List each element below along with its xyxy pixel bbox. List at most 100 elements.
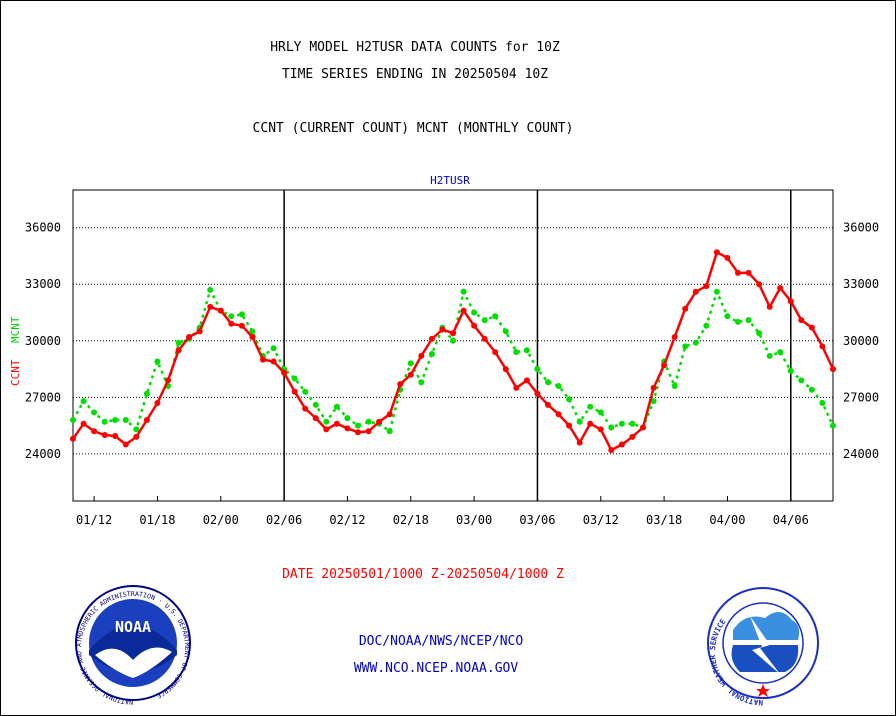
data-point-mcnt — [333, 403, 340, 410]
data-point-ccnt — [397, 381, 404, 388]
data-point-mcnt — [80, 398, 87, 405]
data-point-ccnt — [418, 352, 425, 359]
data-point-mcnt — [460, 288, 467, 295]
data-point-mcnt — [471, 309, 478, 316]
data-point-mcnt — [238, 311, 245, 318]
data-point-mcnt — [481, 317, 488, 324]
y-tick-label-right: 24000 — [843, 447, 879, 461]
data-point-mcnt — [523, 347, 530, 354]
data-point-ccnt — [481, 335, 488, 342]
data-point-ccnt — [186, 334, 193, 340]
data-point-ccnt — [492, 349, 499, 356]
data-point-ccnt — [735, 269, 741, 276]
data-point-ccnt — [766, 303, 773, 310]
data-point-ccnt — [365, 428, 372, 435]
data-point-mcnt — [682, 343, 689, 350]
data-point-ccnt — [91, 428, 98, 435]
x-ticks: 01/12 01/18 02/00 02/06 02/12 02/18 03/00 03/06… — [76, 496, 809, 527]
data-point-ccnt — [713, 249, 720, 256]
data-point-ccnt — [376, 418, 383, 425]
data-point-mcnt — [492, 313, 499, 320]
noaa-logo: NOAA NATIONAL OCEANIC AND ATMOSPHERIC AD… — [75, 585, 191, 706]
data-point-mcnt — [735, 318, 741, 325]
data-point-ccnt — [344, 425, 351, 432]
data-point-ccnt — [428, 335, 435, 342]
data-point-mcnt — [122, 417, 129, 423]
data-point-mcnt — [703, 322, 710, 329]
data-point-ccnt — [355, 429, 361, 436]
data-point-mcnt — [407, 360, 414, 367]
data-point-mcnt — [450, 337, 456, 344]
data-point-mcnt — [713, 288, 720, 295]
data-point-ccnt — [502, 366, 509, 373]
data-point-ccnt — [777, 285, 784, 291]
data-point-ccnt — [650, 384, 657, 391]
data-point-ccnt — [291, 388, 298, 395]
data-point-ccnt — [165, 377, 171, 384]
series-ccnt — [70, 249, 836, 454]
data-point-mcnt — [745, 317, 752, 324]
data-point-mcnt — [724, 313, 731, 320]
noaa-logo-text: NOAA — [115, 618, 151, 636]
y-ticks-right: 24000 27000 30000 33000 36000 — [843, 221, 879, 461]
data-point-ccnt — [323, 426, 330, 433]
data-point-ccnt — [618, 441, 625, 448]
data-point-mcnt — [91, 409, 98, 416]
data-point-ccnt — [671, 334, 678, 340]
data-point-ccnt — [439, 326, 446, 333]
y-axis-label-ccnt: CCNT — [9, 359, 22, 386]
data-point-mcnt — [766, 352, 773, 359]
data-point-mcnt — [566, 396, 573, 403]
y-ticks-left: 24000 27000 30000 33000 36000 — [25, 221, 61, 461]
data-point-ccnt — [576, 439, 583, 446]
data-point-ccnt — [122, 441, 129, 448]
data-point-ccnt — [808, 324, 815, 331]
x-tick-label: 03/12 — [583, 513, 619, 527]
chart-title-line1: HRLY MODEL H2TUSR DATA COUNTS for 10Z — [270, 40, 560, 55]
data-point-mcnt — [70, 417, 76, 423]
data-point-ccnt — [703, 283, 710, 290]
footer-url: WWW.NCO.NCEP.NOAA.GOV — [354, 661, 519, 676]
data-point-mcnt — [597, 409, 604, 416]
data-point-ccnt — [597, 426, 604, 433]
data-point-ccnt — [270, 358, 277, 365]
data-point-ccnt — [640, 424, 646, 431]
x-tick-label: 01/12 — [76, 513, 112, 527]
data-point-mcnt — [323, 418, 330, 425]
data-point-mcnt — [534, 366, 541, 373]
data-point-ccnt — [629, 433, 636, 440]
series-layer — [70, 249, 836, 454]
data-point-ccnt — [830, 366, 836, 373]
data-point-mcnt — [618, 420, 625, 427]
data-point-ccnt — [608, 447, 615, 454]
data-point-ccnt — [70, 435, 76, 442]
data-point-mcnt — [545, 379, 551, 386]
data-point-mcnt — [228, 313, 235, 320]
data-point-mcnt — [143, 390, 150, 397]
y-tick-label-right: 33000 — [843, 277, 879, 291]
x-tick-label: 03/18 — [646, 513, 682, 527]
data-point-mcnt — [808, 386, 815, 393]
data-point-ccnt — [555, 411, 562, 418]
data-point-mcnt — [576, 418, 583, 425]
y-axis-label-mcnt: MCNT — [9, 316, 22, 343]
data-point-ccnt — [787, 298, 794, 305]
data-point-mcnt — [608, 424, 615, 431]
data-point-ccnt — [682, 305, 689, 312]
data-point-ccnt — [386, 411, 393, 418]
data-point-mcnt — [671, 383, 678, 389]
data-point-mcnt — [291, 375, 298, 382]
x-tick-label: 04/00 — [709, 513, 745, 527]
data-point-mcnt — [819, 400, 826, 406]
data-point-ccnt — [333, 420, 340, 427]
data-point-ccnt — [281, 369, 288, 376]
data-point-ccnt — [407, 371, 414, 378]
x-tick-label: 03/06 — [519, 513, 555, 527]
data-point-ccnt — [692, 288, 699, 295]
data-point-mcnt — [777, 349, 784, 356]
data-point-ccnt — [460, 307, 467, 314]
x-tick-label: 02/06 — [266, 513, 302, 527]
footer-org: DOC/NOAA/NWS/NCEP/NCO — [359, 634, 524, 649]
data-point-mcnt — [502, 328, 509, 335]
data-point-mcnt — [629, 420, 636, 427]
